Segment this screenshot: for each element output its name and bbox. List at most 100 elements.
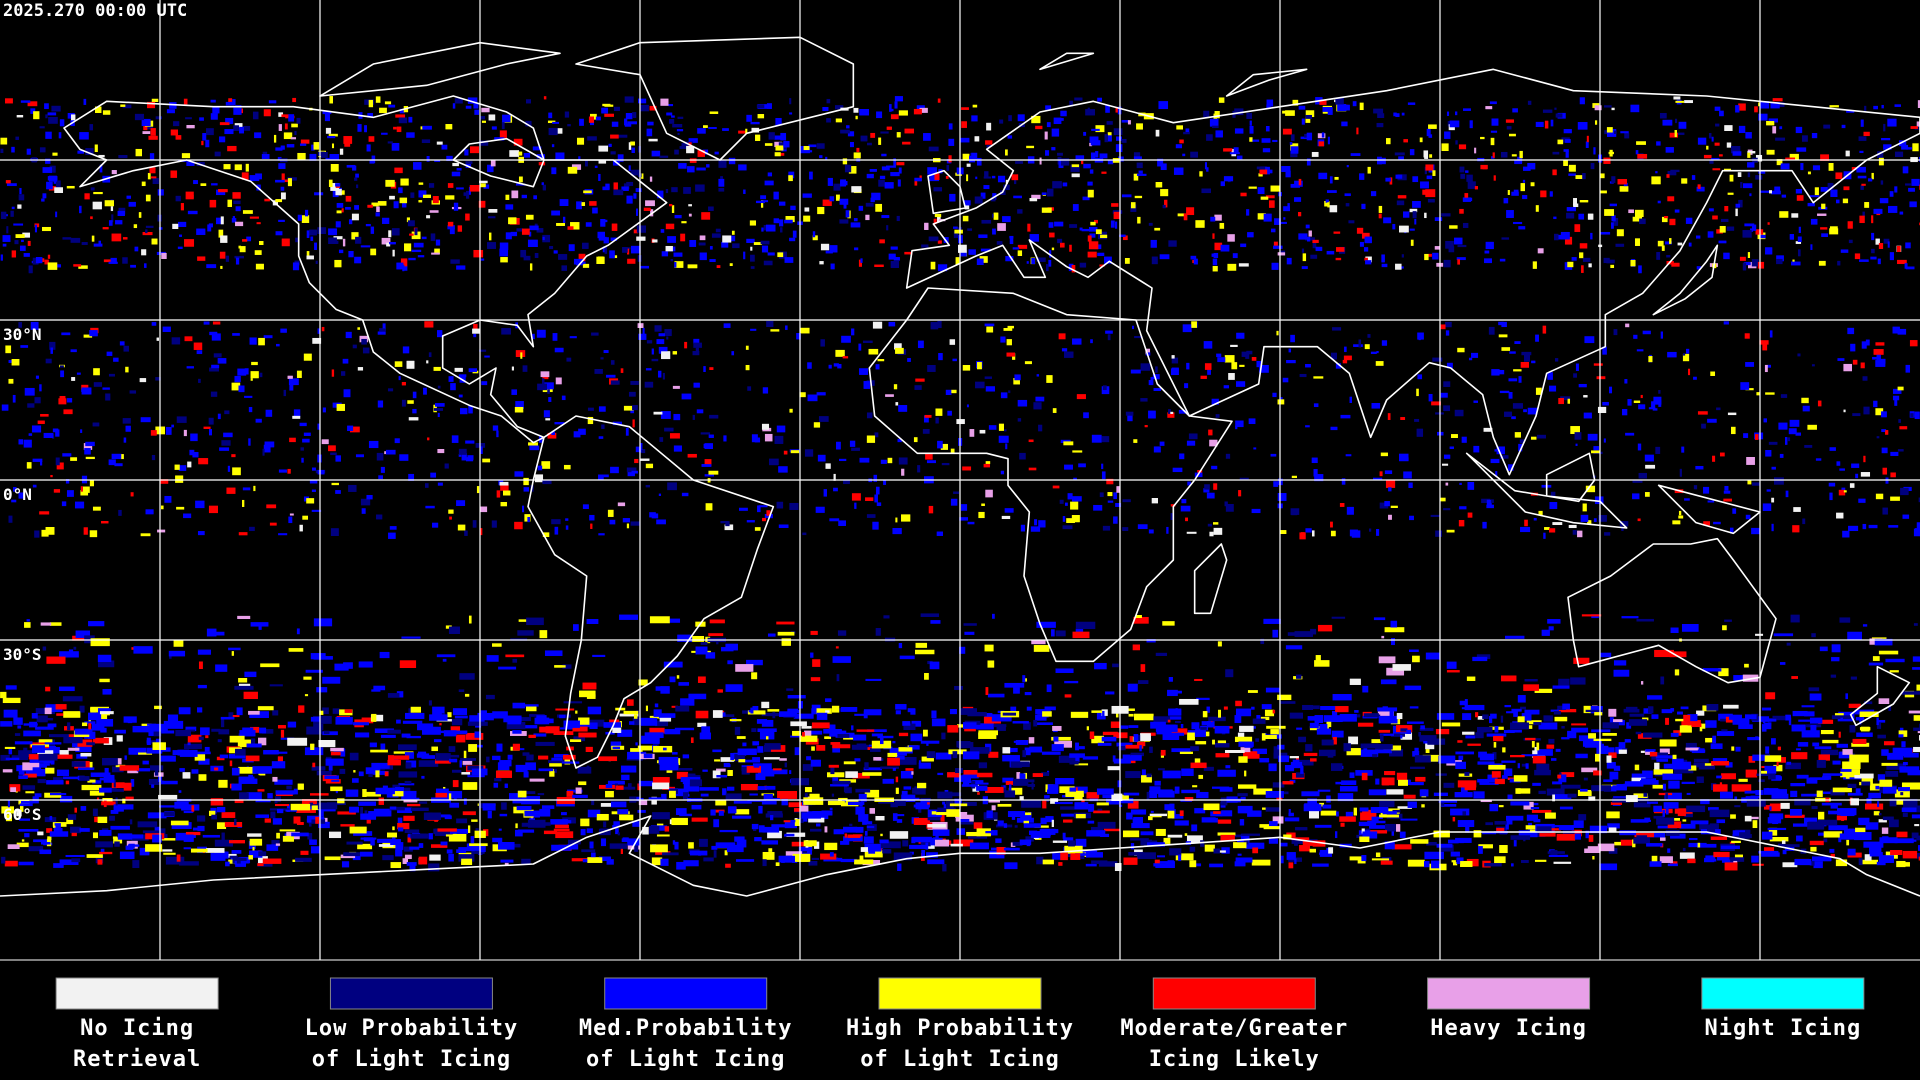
icing-pixel xyxy=(1229,152,1240,155)
icing-pixel xyxy=(1362,685,1369,693)
icing-pixel xyxy=(1550,491,1556,497)
icing-pixel xyxy=(697,676,706,683)
icing-pixel xyxy=(1679,468,1682,477)
icing-pixel xyxy=(1769,813,1784,820)
icing-pixel xyxy=(480,528,483,536)
icing-pixel xyxy=(1624,133,1630,139)
icing-pixel xyxy=(649,727,665,734)
icing-pixel xyxy=(92,780,102,784)
icing-pixel xyxy=(1586,135,1589,143)
icing-pixel xyxy=(1183,131,1190,135)
icing-pixel xyxy=(1659,112,1667,119)
icing-pixel xyxy=(1412,201,1421,208)
icing-pixel xyxy=(1330,426,1338,431)
icing-pixel xyxy=(1664,792,1682,800)
icing-pixel xyxy=(784,257,794,263)
icing-pixel xyxy=(1779,662,1786,665)
icing-pixel xyxy=(1153,716,1171,723)
icing-pixel xyxy=(1868,524,1878,529)
icing-pixel xyxy=(1459,506,1467,510)
icing-pixel xyxy=(1477,761,1495,765)
icing-pixel xyxy=(688,204,692,207)
icing-pixel xyxy=(931,718,946,727)
icing-pixel xyxy=(465,440,475,444)
icing-pixel xyxy=(1797,353,1801,357)
icing-pixel xyxy=(303,432,311,436)
icing-pixel xyxy=(1386,138,1391,145)
icing-pixel xyxy=(1835,172,1843,180)
icing-pixel xyxy=(1882,467,1888,475)
icing-pixel xyxy=(62,453,72,457)
icing-pixel xyxy=(314,242,318,251)
icing-pixel xyxy=(1916,853,1920,859)
icing-pixel xyxy=(1364,344,1370,350)
icing-pixel xyxy=(1384,501,1390,507)
icing-pixel xyxy=(6,226,9,234)
icing-pixel xyxy=(439,723,442,726)
icing-pixel xyxy=(130,264,136,268)
icing-pixel xyxy=(1510,835,1531,840)
icing-pixel xyxy=(402,858,409,864)
icing-pixel xyxy=(1655,171,1658,174)
icing-pixel xyxy=(1400,734,1403,739)
icing-pixel xyxy=(141,118,151,127)
icing-pixel xyxy=(1863,841,1884,848)
icing-pixel xyxy=(1847,792,1863,796)
icing-pixel xyxy=(1029,234,1039,242)
icing-pixel xyxy=(898,643,903,649)
icing-pixel xyxy=(1751,224,1757,231)
icing-pixel xyxy=(668,618,681,623)
icing-pixel xyxy=(47,112,57,116)
icing-pixel xyxy=(288,378,299,386)
icing-pixel xyxy=(1530,807,1540,810)
icing-pixel xyxy=(725,521,730,527)
icing-pixel xyxy=(34,397,41,404)
icing-pixel xyxy=(1214,817,1218,823)
icing-pixel xyxy=(1898,419,1901,423)
icing-pixel xyxy=(380,466,385,473)
icing-pixel xyxy=(1233,147,1239,153)
icing-pixel xyxy=(1182,153,1186,157)
icing-pixel xyxy=(85,148,94,155)
icing-pixel xyxy=(295,237,299,243)
icing-pixel xyxy=(638,780,655,787)
icing-pixel xyxy=(993,724,1007,728)
icing-pixel xyxy=(1349,678,1361,685)
icing-pixel xyxy=(1098,861,1118,867)
icing-pixel xyxy=(934,213,942,218)
icing-pixel xyxy=(655,686,663,691)
icing-pixel xyxy=(607,509,614,517)
icing-pixel xyxy=(457,524,466,531)
icing-pixel xyxy=(606,859,614,865)
icing-pixel xyxy=(1771,793,1789,799)
icing-pixel xyxy=(44,103,49,110)
icing-pixel xyxy=(980,248,991,252)
icing-pixel xyxy=(1758,170,1766,174)
icing-pixel xyxy=(24,622,31,628)
icing-pixel xyxy=(524,791,536,795)
icing-pixel xyxy=(1606,129,1617,137)
icing-pixel xyxy=(392,826,395,831)
icing-pixel xyxy=(565,525,569,530)
icing-pixel xyxy=(660,411,671,419)
icing-pixel xyxy=(1785,762,1801,770)
icing-pixel xyxy=(214,151,221,157)
icing-pixel xyxy=(1739,256,1746,261)
icing-pixel xyxy=(1439,844,1454,852)
icing-pixel xyxy=(271,751,288,754)
icing-pixel xyxy=(1688,242,1692,247)
icing-pixel xyxy=(536,228,544,233)
icing-pixel xyxy=(447,225,455,230)
icing-pixel xyxy=(151,322,157,326)
icing-pixel xyxy=(1785,490,1789,498)
icing-pixel xyxy=(1028,737,1035,744)
icing-pixel xyxy=(171,424,175,428)
icing-pixel xyxy=(1307,716,1316,721)
icing-pixel xyxy=(1185,128,1190,133)
icing-pixel xyxy=(984,713,993,721)
icing-pixel xyxy=(1748,756,1756,763)
icing-pixel xyxy=(1606,127,1613,133)
icing-pixel xyxy=(1710,371,1716,376)
icing-pixel xyxy=(190,433,198,442)
icing-pixel xyxy=(886,165,896,168)
